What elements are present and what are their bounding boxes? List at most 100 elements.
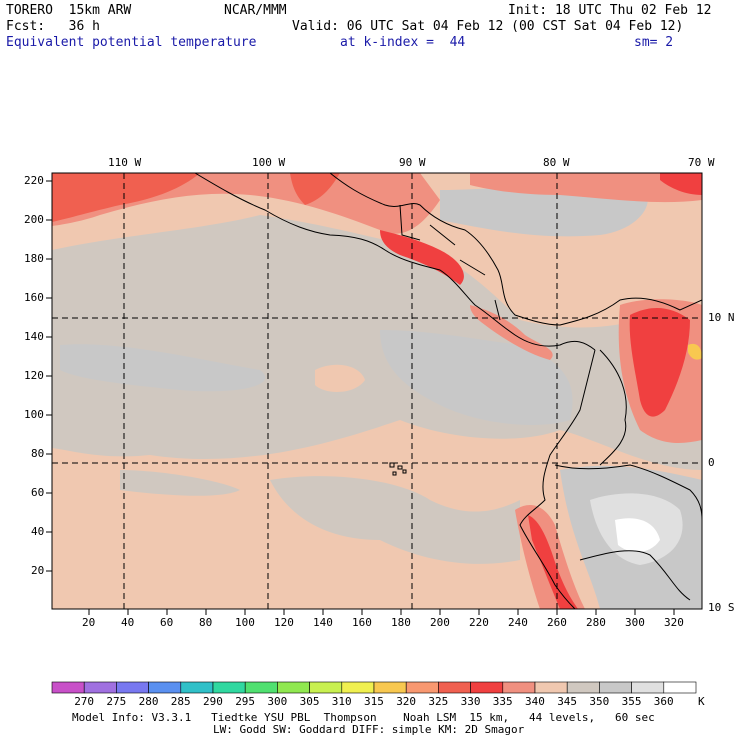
smoothing-info: sm= 2 xyxy=(634,35,674,50)
model-info-line1: Model Info: V3.3.1 Tiedtke YSU PBL Thomp… xyxy=(72,711,655,724)
lon-label-70w: 70 W xyxy=(688,156,715,169)
colorbar-swatch xyxy=(405,681,439,694)
field-region-330-north-central xyxy=(290,173,340,205)
x-tick-label: 280 xyxy=(586,616,606,629)
colorbar-swatch xyxy=(277,681,310,694)
field-region-350-tongue xyxy=(120,470,240,496)
colorbar-level-label: 280 xyxy=(138,695,159,708)
init-time: Init: 18 UTC Thu 02 Feb 12 xyxy=(508,3,712,18)
forecast-hour: Fcst: 36 h xyxy=(6,19,100,34)
colorbar-level-label: 270 xyxy=(74,695,95,708)
colorbar-swatch xyxy=(534,681,568,694)
theta-e-field xyxy=(52,173,702,609)
border-central-america xyxy=(399,204,501,321)
field-name: Equivalent potential temperature xyxy=(6,35,257,50)
field-region-320-maracaibo xyxy=(688,343,702,360)
colorbar-level-label: 295 xyxy=(235,695,256,708)
colorbar-swatch xyxy=(212,681,246,694)
y-tick-label: 80 xyxy=(31,447,45,460)
colorbar-swatch xyxy=(51,681,85,694)
colorbar-swatch xyxy=(341,681,375,694)
colorbar xyxy=(51,681,697,694)
coastlines xyxy=(194,173,702,609)
colorbar-swatch xyxy=(83,681,117,694)
x-tick-label: 260 xyxy=(547,616,567,629)
colorbar-level-label: 360 xyxy=(653,695,674,708)
y-tick-label: 120 xyxy=(24,369,44,382)
valid-time: Valid: 06 UTC Sat 04 Feb 12 (00 CST Sat … xyxy=(292,19,684,34)
y-tick-label: 100 xyxy=(24,408,44,421)
colorbar-swatch xyxy=(470,681,504,694)
colorbar-level-label: 285 xyxy=(170,695,191,708)
colorbar-swatch xyxy=(148,681,182,694)
colorbar-swatch xyxy=(599,681,632,694)
colorbar-swatch xyxy=(663,681,697,694)
y-tick-label: 200 xyxy=(24,213,44,226)
colorbar-swatch xyxy=(180,681,214,694)
colorbar-level-label: 300 xyxy=(267,695,288,708)
field-region-355-west xyxy=(60,344,266,392)
x-tick-label: 160 xyxy=(352,616,372,629)
field-region-355-central xyxy=(380,330,573,425)
x-tick-label: 180 xyxy=(391,616,411,629)
x-tick-label: 20 xyxy=(82,616,96,629)
field-region-330-northwest xyxy=(52,173,200,222)
x-tick-label: 320 xyxy=(664,616,684,629)
colorbar-level-label: 320 xyxy=(396,695,417,708)
x-axis-ticks xyxy=(88,609,675,615)
colorbar-level-label: 305 xyxy=(299,695,320,708)
lon-label-110w: 110 W xyxy=(108,156,142,169)
colorbar-level-label: 330 xyxy=(460,695,481,708)
coastline-south-america-pacific xyxy=(519,349,596,609)
colorbar-swatch xyxy=(631,681,665,694)
colorbar-level-label: 275 xyxy=(106,695,127,708)
border-peru-brazil xyxy=(554,464,702,521)
colorbar-level-label: 350 xyxy=(589,695,610,708)
colorbar-swatch xyxy=(438,681,471,694)
field-region-340-northeast xyxy=(470,173,702,203)
border-bolivia xyxy=(579,550,691,601)
x-tick-label: 220 xyxy=(469,616,489,629)
colorbar-level-label: 345 xyxy=(557,695,578,708)
colorbar-level-label: 290 xyxy=(203,695,223,708)
x-tick-label: 200 xyxy=(430,616,450,629)
y-tick-label: 140 xyxy=(24,330,44,343)
y-tick-label: 60 xyxy=(31,486,45,499)
x-tick-label: 140 xyxy=(313,616,333,629)
field-region-360-west xyxy=(615,518,660,552)
y-tick-label: 40 xyxy=(31,525,45,538)
lon-label-90w: 90 W xyxy=(399,156,426,169)
x-tick-label: 40 xyxy=(121,616,135,629)
colorbar-swatch xyxy=(116,681,149,694)
x-tick-label: 240 xyxy=(508,616,528,629)
x-tick-label: 120 xyxy=(274,616,294,629)
field-region-345-patch xyxy=(315,364,365,392)
x-tick-label: 300 xyxy=(625,616,645,629)
field-region-330-colombia xyxy=(629,308,690,417)
field-region-330-central-america xyxy=(380,230,464,285)
lon-label-100w: 100 W xyxy=(252,156,286,169)
field-region-350-south xyxy=(270,476,520,564)
colorbar-swatch xyxy=(566,681,600,694)
map-frame xyxy=(51,172,703,610)
graticule xyxy=(52,173,702,609)
colorbar-swatch xyxy=(309,681,343,694)
colorbar-unit: K xyxy=(698,695,705,708)
x-tick-label: 100 xyxy=(235,616,255,629)
colorbar-level-label: 340 xyxy=(525,695,545,708)
organization: NCAR/MMM xyxy=(224,3,287,18)
y-tick-label: 20 xyxy=(31,564,45,577)
colorbar-swatch xyxy=(373,681,407,694)
colorbar-level-label: 315 xyxy=(364,695,384,708)
y-axis-ticks xyxy=(46,180,52,572)
coastline-gulf-caribbean xyxy=(329,173,702,326)
model-title: TORERO 15km ARW xyxy=(6,3,132,18)
y-tick-label: 180 xyxy=(24,252,44,265)
x-tick-label: 80 xyxy=(199,616,213,629)
lat-label-10s: 10 S xyxy=(708,601,735,614)
colorbar-level-label: 325 xyxy=(428,695,449,708)
colorbar-level-label: 355 xyxy=(621,695,642,708)
x-tick-label: 60 xyxy=(160,616,174,629)
level-info: at k-index = 44 xyxy=(340,35,466,50)
